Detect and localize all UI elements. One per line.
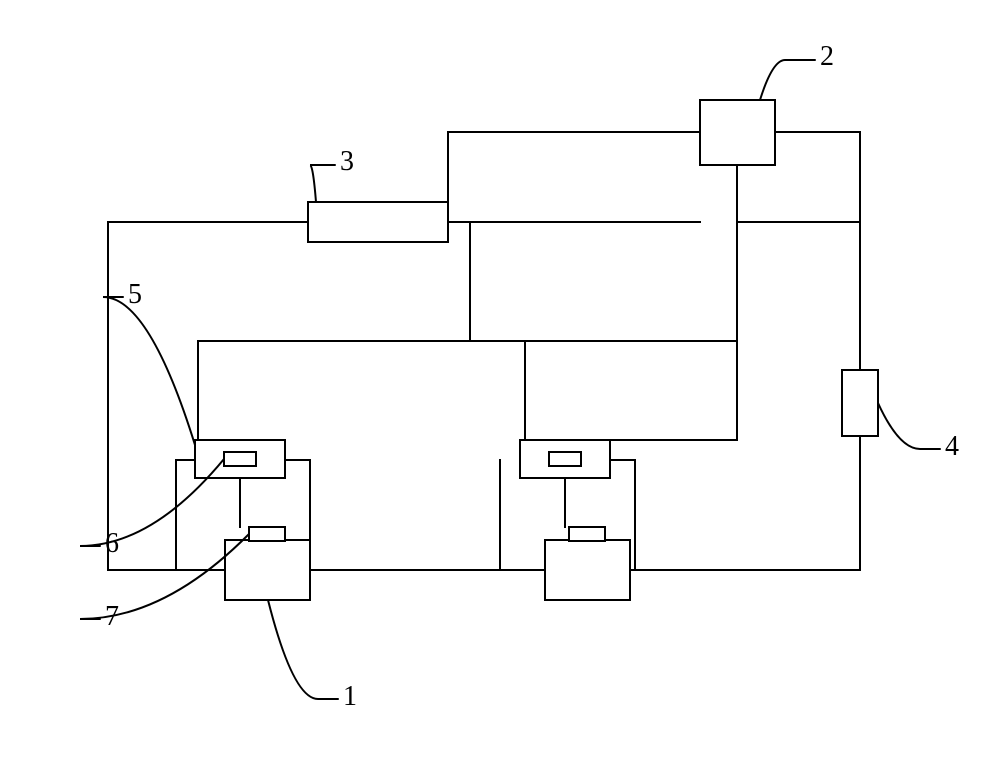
edge-3 [775, 132, 860, 370]
callout-leader-4 [878, 403, 940, 449]
callout-leader-1 [268, 600, 338, 699]
node-box4 [842, 370, 878, 436]
node-box7_right_small [569, 527, 605, 541]
callout-label-1: 1 [343, 681, 357, 712]
callout-leader-5 [103, 297, 195, 445]
callout-leader-3 [310, 165, 335, 202]
callout-label-5: 5 [128, 279, 142, 310]
callout-leader-2 [760, 60, 815, 100]
edge-2 [448, 132, 700, 222]
callout-label-3: 3 [340, 146, 354, 177]
node-box3 [308, 202, 448, 242]
node-box7_left_small [249, 527, 285, 541]
node-box2 [700, 100, 775, 165]
node-box6_left_inner [224, 452, 256, 466]
callout-label-4: 4 [945, 431, 959, 462]
callout-label-6: 6 [105, 528, 119, 559]
node-box1_left [225, 540, 310, 600]
edge-19 [108, 222, 225, 570]
diagram-canvas: 2 3 5 6 7 1 4 [0, 0, 1000, 767]
callout-label-7: 7 [105, 601, 119, 632]
callout-label-2: 2 [820, 41, 834, 72]
edge-21 [630, 436, 860, 570]
node-box1_right [545, 540, 630, 600]
node-box6_right_inner [549, 452, 581, 466]
